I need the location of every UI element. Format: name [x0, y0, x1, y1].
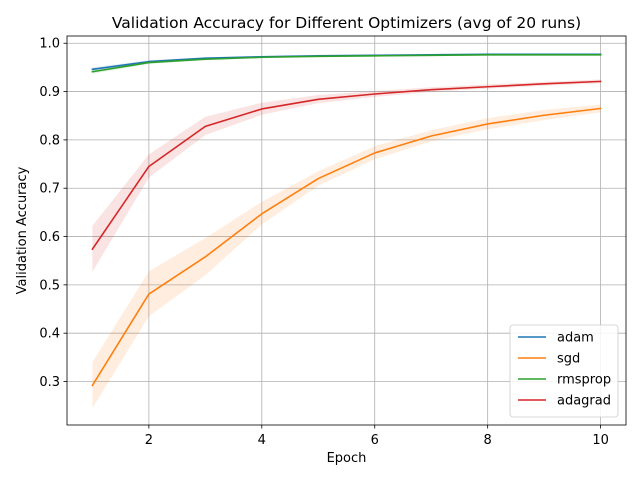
x-tick-label-6: 6 — [371, 433, 379, 448]
point-sgd-5 — [317, 177, 320, 180]
series-line-adagrad — [91, 80, 602, 251]
point-adagrad-2 — [147, 165, 150, 168]
grid-lines — [67, 36, 626, 425]
y-axis-title: Validation Accuracy — [15, 166, 30, 294]
y-tick-label-0-9: 0.9 — [39, 85, 60, 100]
legend-frame — [509, 324, 619, 418]
point-rmsprop-10 — [599, 53, 602, 56]
plot-area-frame — [66, 35, 627, 426]
y-tick-label-0-5: 0.5 — [39, 278, 60, 293]
point-sgd-3 — [204, 255, 207, 258]
series-rmsprop — [91, 53, 602, 73]
series-lines — [91, 53, 602, 387]
point-adagrad-5 — [317, 98, 320, 101]
x-tick-label-4: 4 — [258, 433, 266, 448]
legend: adam sgd rmsprop adagrad — [509, 324, 619, 418]
point-adagrad-9 — [543, 82, 546, 85]
y-tick-label-0-3: 0.3 — [39, 375, 60, 390]
point-sgd-6 — [373, 151, 376, 154]
legend-label-sgd: sgd — [557, 352, 580, 367]
series-adagrad — [91, 80, 602, 251]
series-line-rmsprop — [91, 54, 602, 73]
legend-label-adagrad: adagrad — [557, 394, 611, 409]
band-adagrad — [92, 79, 601, 272]
point-adagrad-1 — [91, 248, 94, 251]
point-adagrad-8 — [486, 85, 489, 88]
point-rmsprop-1 — [91, 70, 94, 73]
legend-item-rmsprop: rmsprop — [518, 373, 611, 388]
series-line-sgd — [91, 107, 602, 387]
point-sgd-7 — [430, 135, 433, 138]
point-sgd-4 — [260, 212, 263, 215]
point-rmsprop-8 — [486, 53, 489, 56]
x-tick-label-8: 8 — [484, 433, 492, 448]
legend-item-adam: adam — [518, 331, 594, 346]
x-tick-label-2: 2 — [145, 433, 153, 448]
point-rmsprop-4 — [260, 56, 263, 59]
y-tick-label-0-4: 0.4 — [39, 327, 60, 342]
legend-item-sgd: sgd — [518, 352, 580, 367]
point-sgd-9 — [543, 114, 546, 117]
point-sgd-2 — [147, 293, 150, 296]
legend-item-adagrad: adagrad — [518, 394, 611, 409]
x-tick-label-10: 10 — [592, 433, 609, 448]
series-sgd — [91, 107, 602, 387]
point-rmsprop-3 — [204, 58, 207, 61]
axis-ticks: 2 4 6 8 10 0.3 0.4 0.5 0.6 0.7 0.8 0.9 1.0 — [39, 37, 609, 448]
point-rmsprop-5 — [317, 55, 320, 58]
point-sgd-8 — [486, 122, 489, 125]
point-adagrad-3 — [204, 125, 207, 128]
y-tick-label-0-6: 0.6 — [39, 230, 60, 245]
x-axis-title: Epoch — [327, 451, 367, 466]
chart-title: Validation Accuracy for Different Optimi… — [112, 14, 581, 32]
point-sgd-1 — [91, 384, 94, 387]
point-rmsprop-7 — [430, 54, 433, 57]
point-rmsprop-6 — [373, 54, 376, 57]
y-tick-label-0-7: 0.7 — [39, 182, 60, 197]
point-adagrad-10 — [599, 80, 602, 83]
point-adagrad-7 — [430, 88, 433, 91]
y-tick-label-0-8: 0.8 — [39, 133, 60, 148]
point-sgd-10 — [599, 107, 602, 110]
point-adagrad-4 — [260, 107, 263, 110]
legend-label-rmsprop: rmsprop — [557, 373, 611, 388]
y-tick-label-1-0: 1.0 — [39, 37, 60, 52]
point-rmsprop-9 — [543, 53, 546, 56]
legend-label-adam: adam — [557, 331, 594, 346]
point-rmsprop-2 — [147, 61, 150, 64]
point-adagrad-6 — [373, 92, 376, 95]
